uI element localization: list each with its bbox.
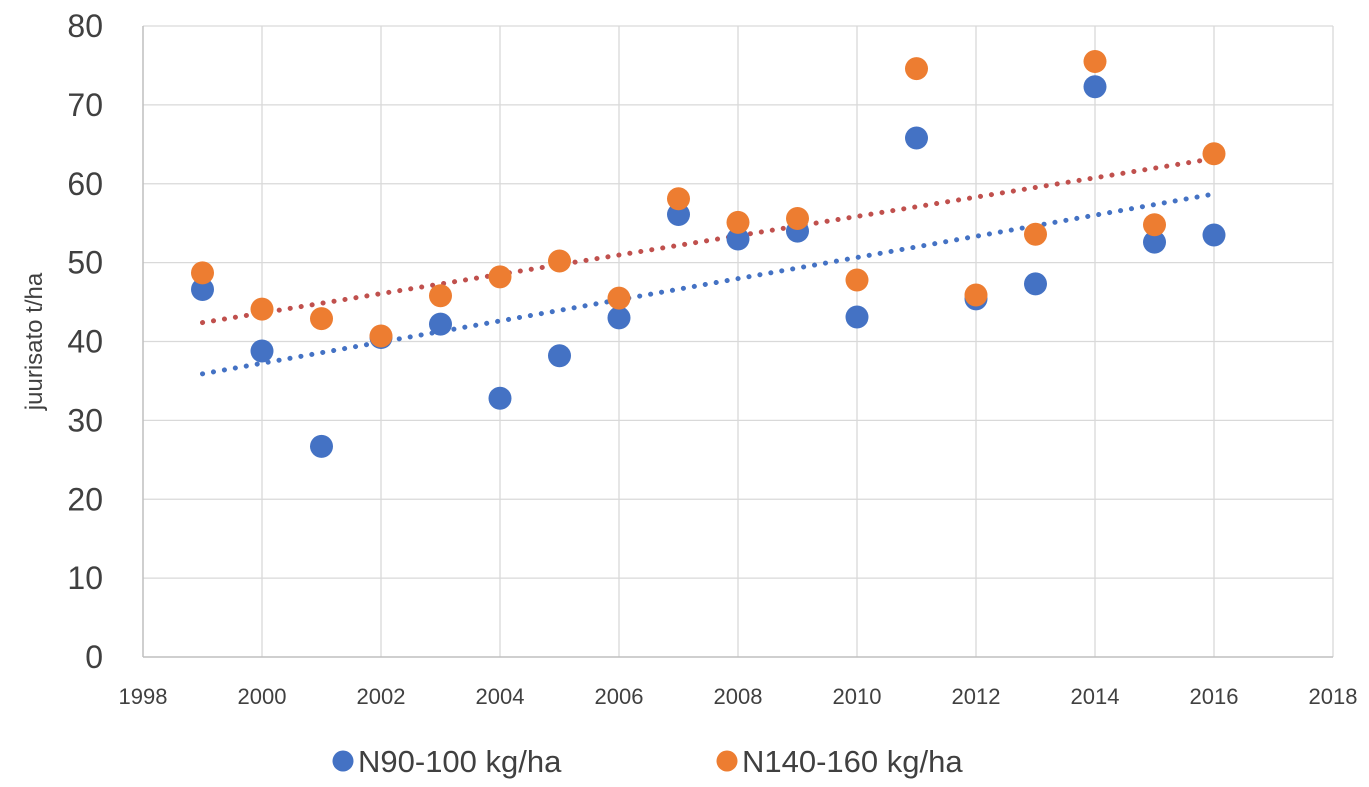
axes bbox=[142, 26, 1333, 658]
data-point bbox=[607, 286, 631, 310]
x-tick-label: 1998 bbox=[119, 684, 168, 709]
data-point bbox=[250, 339, 274, 363]
data-point bbox=[191, 261, 214, 285]
data-point bbox=[488, 386, 512, 410]
x-tick-label: 2016 bbox=[1190, 684, 1239, 709]
data-point bbox=[845, 268, 869, 292]
data-point bbox=[1024, 222, 1047, 246]
x-tick-label: 2000 bbox=[238, 684, 287, 709]
y-tick-label: 40 bbox=[67, 324, 103, 360]
legend-marker bbox=[332, 750, 354, 772]
y-axis-tick-labels: 0 10 20 30 40 50 60 70 80 bbox=[67, 8, 103, 675]
x-tick-label: 2018 bbox=[1309, 684, 1358, 709]
data-point bbox=[429, 312, 452, 336]
data-point bbox=[429, 284, 452, 308]
data-point bbox=[1143, 230, 1166, 254]
y-tick-label: 70 bbox=[67, 87, 103, 123]
y-tick-label: 30 bbox=[67, 402, 103, 438]
data-point bbox=[548, 344, 571, 368]
x-tick-label: 2008 bbox=[714, 684, 763, 709]
data-point bbox=[845, 305, 869, 329]
data-point bbox=[250, 297, 274, 321]
x-axis-tick-labels: 1998 2000 2002 2004 2006 2008 2010 2012 2014 2016… bbox=[119, 684, 1358, 709]
y-axis-label: juurisato t/ha bbox=[21, 272, 48, 411]
data-point bbox=[726, 227, 750, 251]
x-tick-label: 2014 bbox=[1071, 684, 1120, 709]
data-point bbox=[964, 283, 988, 307]
data-point bbox=[667, 203, 690, 227]
data-point bbox=[726, 210, 750, 234]
data-point bbox=[1143, 213, 1166, 237]
y-tick-label: 60 bbox=[67, 166, 103, 202]
legend-label: N90-100 kg/ha bbox=[358, 744, 562, 779]
trendlines bbox=[200, 156, 1217, 377]
data-point bbox=[310, 307, 333, 331]
data-point bbox=[488, 265, 512, 289]
y-tick-label: 20 bbox=[67, 481, 103, 517]
data-point bbox=[1024, 272, 1047, 296]
x-tick-label: 2002 bbox=[357, 684, 406, 709]
data-point bbox=[607, 306, 631, 330]
trendline bbox=[200, 156, 1217, 326]
x-tick-label: 2012 bbox=[952, 684, 1001, 709]
grid-lines bbox=[143, 25, 1334, 657]
data-point bbox=[1083, 49, 1107, 73]
data-point bbox=[1083, 75, 1107, 99]
data-point bbox=[905, 126, 928, 150]
data-point bbox=[310, 434, 333, 458]
legend-marker bbox=[716, 750, 738, 772]
x-tick-label: 2004 bbox=[476, 684, 525, 709]
x-tick-label: 2010 bbox=[833, 684, 882, 709]
trendline bbox=[200, 191, 1217, 377]
y-tick-label: 80 bbox=[67, 8, 103, 44]
data-point bbox=[548, 249, 571, 273]
data-point bbox=[1202, 142, 1226, 166]
data-point bbox=[786, 206, 809, 230]
data-point bbox=[369, 324, 393, 348]
legend: N90-100 kg/ha N140-160 kg/ha bbox=[332, 744, 963, 779]
data-point bbox=[191, 277, 214, 301]
data-point bbox=[905, 57, 928, 81]
data-points bbox=[191, 49, 1226, 458]
y-tick-label: 50 bbox=[67, 245, 103, 281]
data-point bbox=[1202, 223, 1226, 247]
x-tick-label: 2006 bbox=[595, 684, 644, 709]
data-point bbox=[667, 187, 690, 211]
legend-label: N140-160 kg/ha bbox=[742, 744, 963, 779]
y-tick-label: 10 bbox=[67, 560, 103, 596]
y-tick-label: 0 bbox=[85, 639, 103, 675]
